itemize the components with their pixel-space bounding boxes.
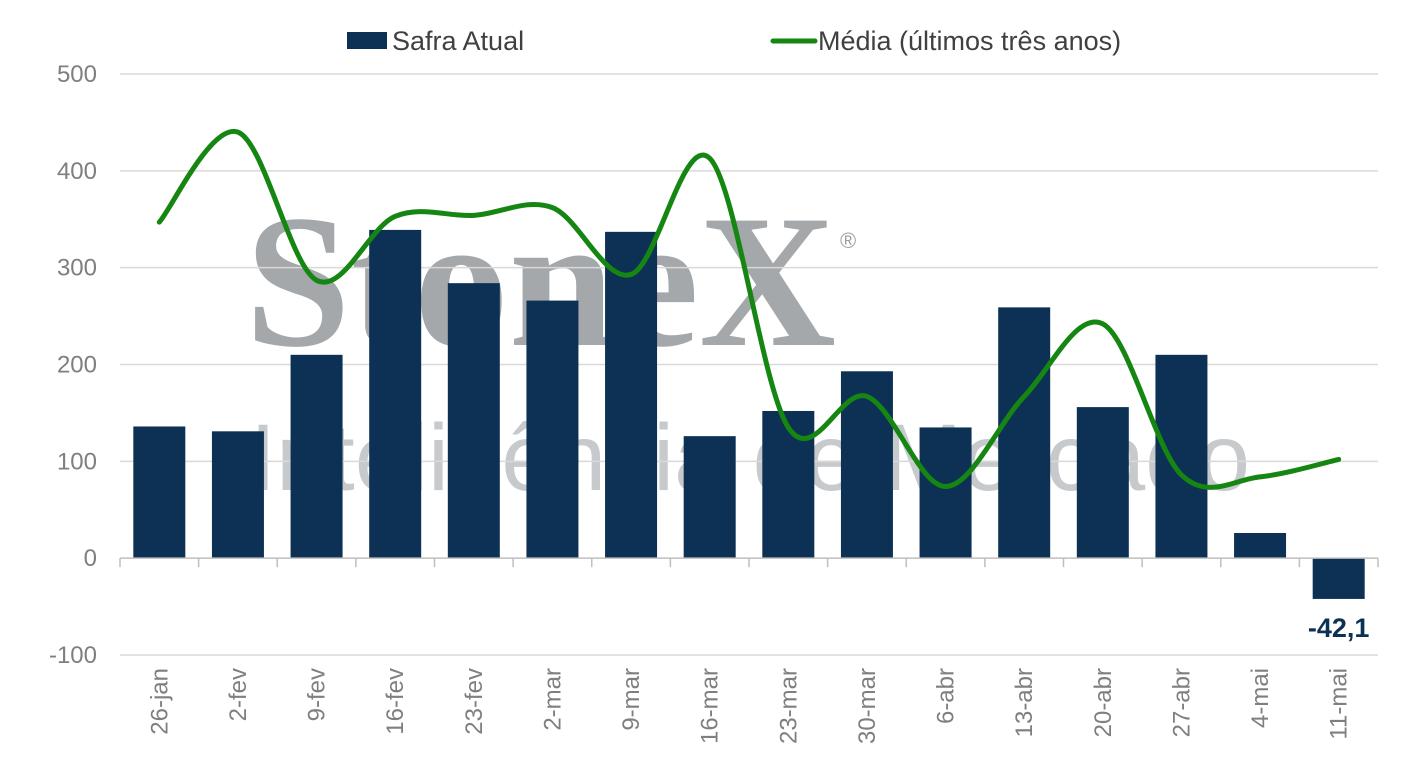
x-tick-label: 20-abr xyxy=(1090,668,1117,737)
y-tick-label: 100 xyxy=(57,448,97,475)
bar-9-mar xyxy=(605,231,658,559)
x-axis-ticks: 26-jan 2-fev 9-fev 16-fev 23-fev 2-mar 9-mar 16… xyxy=(146,668,1352,744)
bar-6-abr xyxy=(919,427,972,559)
bar-13-abr xyxy=(998,307,1051,559)
bar-11-mai xyxy=(1312,558,1365,599)
watermark-registered-mark: ® xyxy=(840,228,856,253)
line-series-media xyxy=(156,129,1342,490)
y-tick-label: 0 xyxy=(84,545,97,572)
y-tick-label: 400 xyxy=(57,158,97,185)
bar-23-mar xyxy=(762,410,815,559)
x-axis xyxy=(119,557,1379,568)
x-tick-label: 16-mar xyxy=(697,668,724,744)
y-tick-label: -100 xyxy=(49,642,97,669)
legend-label-media: Média (últimos três anos) xyxy=(818,26,1121,56)
x-tick-label: 23-mar xyxy=(775,668,802,744)
x-tick-label: 27-abr xyxy=(1168,668,1195,737)
x-tick-label: 26-jan xyxy=(146,668,173,735)
x-tick-label: 9-fev xyxy=(304,668,331,721)
bar-16-fev xyxy=(369,229,422,559)
bar-26-jan xyxy=(133,426,186,559)
x-tick-label: 6-abr xyxy=(933,668,960,724)
bar-20-abr xyxy=(1076,407,1129,559)
y-tick-label: 200 xyxy=(57,352,97,379)
y-tick-label: 300 xyxy=(57,255,97,282)
bar-16-mar xyxy=(683,436,736,559)
data-labels: -42,1 xyxy=(1308,613,1370,643)
y-tick-label: 500 xyxy=(57,61,97,88)
x-tick-label: 2-mar xyxy=(539,668,566,731)
bar-2-mar xyxy=(526,300,579,559)
x-tick-label: 23-fev xyxy=(461,668,488,735)
legend: Safra Atual Média (últimos três anos) xyxy=(347,26,1121,56)
x-tick-label: 11-mai xyxy=(1326,668,1353,740)
bar-series xyxy=(133,229,1365,599)
x-tick-label: 16-fev xyxy=(382,668,409,735)
x-tick-label: 9-mar xyxy=(618,668,645,731)
data-label-11-mai: -42,1 xyxy=(1308,613,1370,643)
x-tick-label: 13-abr xyxy=(1011,668,1038,737)
x-tick-label: 4-mai xyxy=(1247,668,1274,728)
x-tick-label: 30-mar xyxy=(854,668,881,744)
x-tick-label: 2-fev xyxy=(225,668,252,721)
bar-4-mai xyxy=(1234,532,1287,559)
bar-23-fev xyxy=(447,283,500,559)
bar-9-fev xyxy=(290,354,343,559)
bar-2-fev xyxy=(211,431,264,559)
legend-label-safra-atual: Safra Atual xyxy=(392,26,524,56)
bar-27-abr xyxy=(1155,354,1208,559)
y-axis-ticks: 500 400 300 200 100 0 -100 xyxy=(49,61,97,669)
legend-swatch-safra-atual xyxy=(347,32,387,49)
